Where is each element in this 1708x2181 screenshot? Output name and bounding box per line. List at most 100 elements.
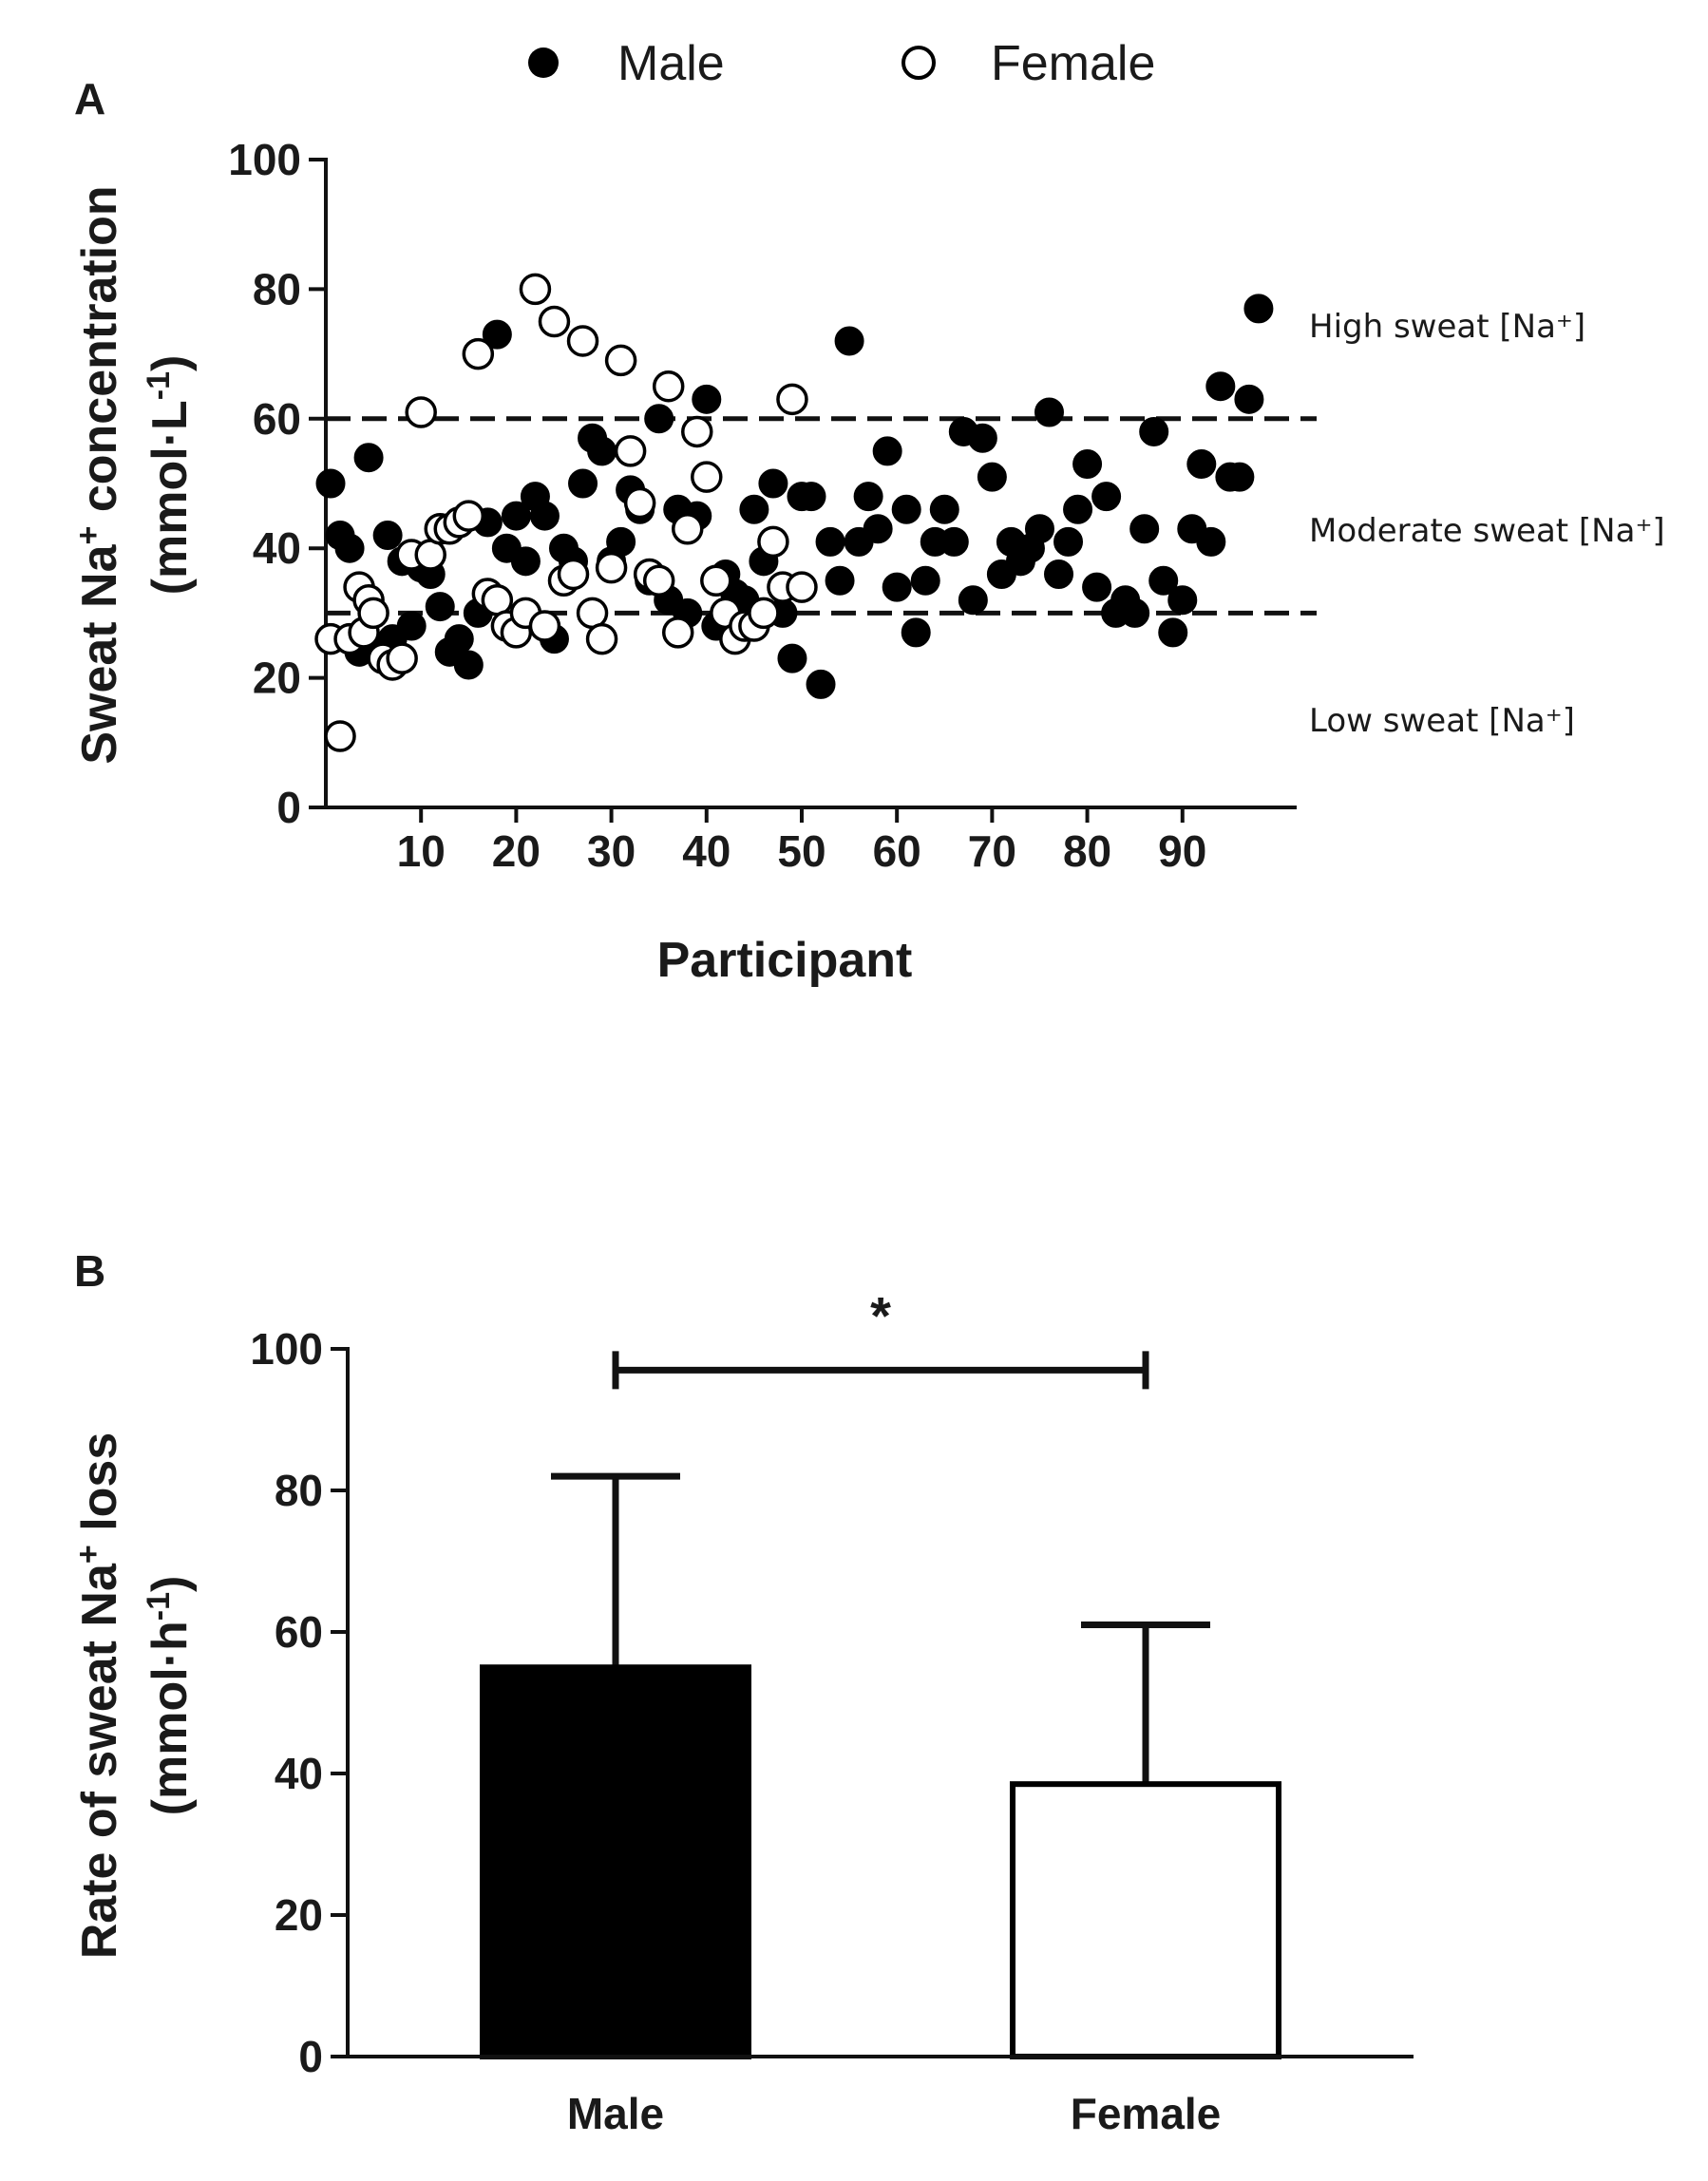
- female-point: [757, 525, 789, 559]
- male-point: [372, 521, 403, 551]
- male-point: [815, 526, 845, 557]
- panel-a-x-axis-title: Participant: [657, 933, 913, 988]
- male-point: [1224, 462, 1255, 492]
- male-point: [901, 617, 931, 648]
- y-tick-label: 0: [276, 783, 301, 832]
- female-point: [776, 383, 808, 416]
- male-point: [872, 436, 902, 466]
- female-point: [614, 435, 647, 467]
- panel-b-tick-labels: Male Female 0 20 40 60 80 100: [250, 1324, 1221, 2138]
- x-tick-label: 70: [968, 826, 1016, 876]
- legend: Male Female: [528, 36, 1155, 91]
- panel-a-y-axis-unit: (mmol·L-1): [141, 355, 198, 596]
- female-point: [519, 273, 552, 306]
- male-point: [967, 423, 997, 453]
- female-point: [452, 500, 485, 532]
- female-point: [691, 461, 723, 493]
- male-point: [777, 643, 807, 673]
- bar-male: [480, 1664, 751, 2059]
- legend-marker-female: [901, 46, 936, 80]
- male-point: [606, 526, 636, 557]
- male-point: [692, 384, 722, 414]
- female-point: [642, 564, 675, 597]
- female-point: [324, 720, 356, 752]
- male-point: [739, 494, 769, 524]
- male-point: [444, 624, 474, 654]
- y-tick-label: 20: [275, 1890, 323, 1940]
- zone-label-moderate: Moderate sweat [Na⁺]: [1309, 512, 1665, 550]
- panel-a-data-points: [314, 273, 1274, 752]
- x-tick-label: 10: [397, 826, 446, 876]
- legend-marker-male: [528, 47, 559, 78]
- y-tick-label: 60: [253, 394, 301, 444]
- male-point: [825, 565, 855, 596]
- female-point: [414, 539, 446, 571]
- male-point: [929, 494, 959, 524]
- female-point: [585, 622, 618, 655]
- male-point: [1082, 572, 1112, 602]
- female-point: [576, 597, 609, 630]
- male-point: [1072, 449, 1103, 480]
- panel-b-bars: [480, 1472, 1281, 2060]
- panel-b-y-axis-title: Rate of sweat Na+ loss: [70, 1432, 127, 1960]
- panel-a-letter: A: [74, 74, 105, 123]
- x-tick-label: 90: [1158, 826, 1206, 876]
- male-point: [334, 533, 365, 563]
- male-point: [1024, 514, 1054, 544]
- y-tick-label: 40: [253, 523, 301, 573]
- male-point: [910, 565, 940, 596]
- zone-label-high: High sweat [Na⁺]: [1309, 308, 1585, 346]
- x-tick-label: 50: [777, 826, 826, 876]
- male-point: [482, 319, 512, 350]
- zone-label-low: Low sweat [Na⁺]: [1309, 702, 1575, 740]
- panel-b: B Rate of sweat Na+ loss (mmol·h-1) Male…: [70, 1246, 1414, 2138]
- male-point: [1129, 514, 1160, 544]
- female-point: [528, 610, 561, 642]
- y-tick-label: 80: [275, 1466, 323, 1515]
- male-point: [1243, 294, 1274, 324]
- male-point: [1148, 565, 1179, 596]
- female-point: [748, 597, 780, 630]
- male-point: [853, 482, 883, 512]
- male-point: [758, 468, 788, 499]
- male-point: [796, 482, 826, 512]
- female-point: [357, 597, 389, 630]
- male-point: [453, 650, 484, 680]
- panel-a: A Sweat Na+ concentration (mmol·L-1) 0 20…: [70, 74, 1665, 988]
- male-point: [1063, 494, 1093, 524]
- male-point: [958, 585, 988, 616]
- x-category-label: Female: [1071, 2089, 1222, 2138]
- male-point: [510, 546, 541, 577]
- male-point: [396, 611, 427, 641]
- panel-b-letter: B: [74, 1246, 105, 1296]
- male-point: [568, 468, 598, 499]
- male-point: [939, 526, 969, 557]
- female-point: [700, 564, 732, 597]
- male-point: [882, 572, 912, 602]
- y-tick-label: 100: [250, 1324, 323, 1374]
- female-point: [671, 512, 704, 545]
- male-point: [1120, 597, 1150, 628]
- significance-star: *: [870, 1285, 891, 1345]
- male-point: [1167, 585, 1198, 616]
- significance-bracket: *: [612, 1285, 1149, 1390]
- x-tick-label: 30: [587, 826, 636, 876]
- female-point: [661, 616, 694, 649]
- male-point: [644, 404, 674, 434]
- female-point: [462, 337, 495, 370]
- y-tick-label: 100: [228, 135, 301, 184]
- x-tick-label: 80: [1063, 826, 1111, 876]
- male-point: [1158, 617, 1188, 648]
- y-tick-label: 40: [275, 1749, 323, 1798]
- female-point: [595, 551, 628, 584]
- male-point: [353, 443, 384, 473]
- male-point: [834, 326, 864, 356]
- male-point: [1205, 371, 1236, 402]
- x-tick-label: 20: [492, 826, 541, 876]
- male-point: [1196, 526, 1226, 557]
- male-point: [529, 501, 560, 531]
- x-category-label: Male: [567, 2089, 664, 2138]
- y-tick-label: 60: [275, 1607, 323, 1657]
- male-point: [1091, 482, 1122, 512]
